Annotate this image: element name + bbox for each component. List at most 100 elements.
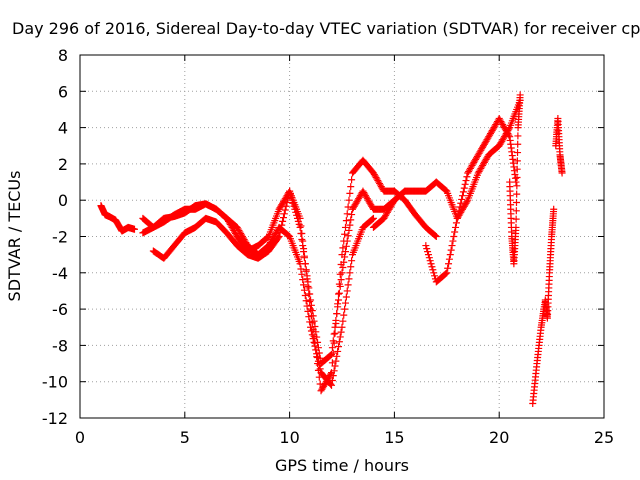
data-point [335,280,343,288]
data-point [513,174,521,182]
data-point [512,215,520,223]
data-point [283,198,291,206]
data-point [336,270,344,278]
data-point [345,196,353,204]
data-point [458,195,466,203]
data-point [335,289,343,297]
data-point [333,310,341,318]
data-point [297,265,305,273]
data-point [429,266,437,274]
data-point [460,184,468,192]
data-point [444,264,452,272]
data-point [514,149,522,157]
data-point [512,178,520,186]
data-point [422,242,430,250]
data-point [315,349,323,357]
data-point [331,323,339,331]
series-track-4 [149,156,440,395]
data-point [277,225,285,233]
data-point [278,221,286,229]
data-point [335,343,343,351]
data-point [347,263,355,271]
data-point [334,347,342,355]
data-point [305,290,313,298]
y-tick-label: -12 [42,409,68,428]
data-point [347,216,355,224]
data-point [275,233,283,240]
data-point [513,165,521,173]
data-point [513,157,521,165]
data-point [452,219,460,227]
ticks: 0 5 10 15 20 25 -12 -10 -8 -6 -4 -2 0 2 4 6 8 [42,46,614,447]
series-track-1 [97,202,138,235]
data-point [279,217,287,225]
data-point [348,257,356,265]
data-point [516,91,524,99]
data-point [347,183,355,191]
data-point [301,291,309,299]
data-point [344,232,352,240]
data-point [327,370,335,378]
data-point [276,229,284,237]
series-group [97,91,566,407]
data-point [512,223,520,231]
data-point [337,260,345,268]
data-point [341,299,349,307]
data-point [307,312,315,320]
data-point [456,203,464,211]
data-point [328,369,336,377]
data-point [342,217,350,225]
data-point [443,269,451,277]
y-tick-label: 0 [58,191,68,210]
data-point [342,293,350,301]
data-point [558,169,566,177]
data-point [340,237,348,245]
data-point [302,297,310,305]
x-axis-label: GPS time / hours [275,456,409,475]
data-point [328,344,336,352]
data-point [300,245,308,253]
data-point [312,346,320,354]
data-point [332,357,340,365]
data-point [427,260,435,268]
data-point [514,140,522,148]
data-point [345,275,353,283]
data-point [341,248,349,256]
data-point [337,276,345,284]
data-point [333,352,341,360]
data-point [298,229,306,237]
data-point [550,205,558,213]
data-point [335,338,343,346]
data-point [428,263,436,271]
data-point [513,182,521,190]
data-point [425,254,433,262]
data-point [463,173,471,181]
data-point [300,252,308,260]
data-point [296,214,304,222]
data-point [459,192,467,200]
data-point [348,176,356,184]
data-point [329,349,337,357]
x-tick-label: 20 [489,428,509,447]
data-point [307,296,315,304]
x-tick-label: 25 [594,428,614,447]
data-point [284,195,292,203]
data-point [303,275,311,283]
y-tick-label: -4 [52,264,68,283]
data-point [345,226,353,234]
data-point [299,276,307,284]
series-track-7 [506,91,524,268]
data-point [328,359,336,367]
y-tick-label: 4 [58,119,68,138]
data-point [445,260,453,268]
data-point [300,286,308,294]
data-point [311,339,319,347]
data-point [341,230,349,238]
data-point [282,202,290,210]
data-point [307,301,315,309]
data-point [514,132,522,140]
data-point [343,287,351,295]
data-point [335,290,343,298]
x-tick-label: 0 [75,428,85,447]
data-point [297,222,305,230]
